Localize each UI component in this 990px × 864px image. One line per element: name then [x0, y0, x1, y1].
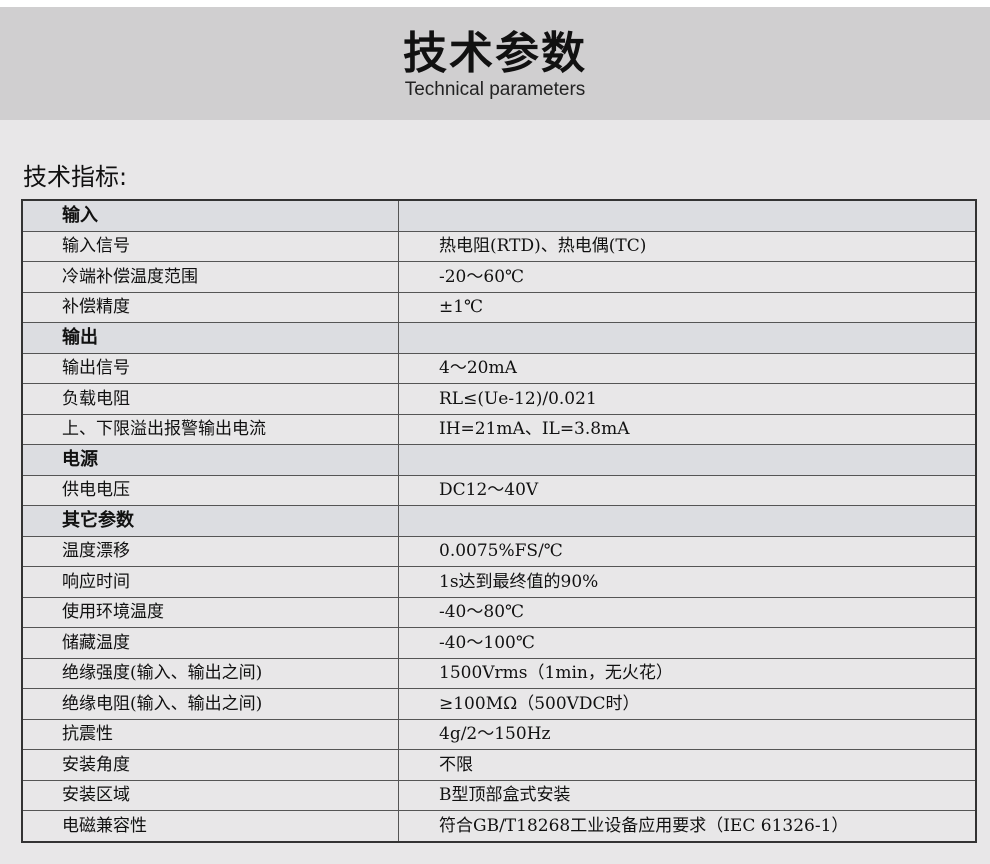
table-row: 补偿精度 ±1℃	[21, 291, 977, 323]
table-row: 响应时间 1s达到最终值的90%	[21, 566, 977, 598]
group-header-row: 输出	[21, 322, 977, 354]
group-header-row: 其它参数	[21, 505, 977, 537]
param-value	[398, 199, 977, 232]
table-row: 安装角度 不限	[21, 749, 977, 781]
table-row: 输入信号 热电阻(RTD)、热电偶(TC)	[21, 230, 977, 262]
param-value: 4～20mA	[398, 352, 977, 384]
param-value: IH=21mA、IL=3.8mA	[398, 413, 977, 445]
param-name: 储藏温度	[21, 627, 399, 659]
param-name: 安装区域	[21, 779, 399, 811]
header-banner: 技术参数 Technical parameters	[0, 7, 990, 120]
table-row: 输出信号 4～20mA	[21, 352, 977, 384]
table-row: 上、下限溢出报警输出电流 IH=21mA、IL=3.8mA	[21, 413, 977, 445]
top-strip	[0, 0, 990, 7]
param-value	[398, 444, 977, 476]
param-name: 输入	[21, 199, 399, 232]
param-name: 上、下限溢出报警输出电流	[21, 413, 399, 445]
param-value: -40～100℃	[398, 627, 977, 659]
param-name: 使用环境温度	[21, 596, 399, 628]
param-name: 输出信号	[21, 352, 399, 384]
param-name: 电源	[21, 444, 399, 476]
param-name: 抗震性	[21, 718, 399, 750]
param-name: 温度漂移	[21, 535, 399, 567]
param-name: 电磁兼容性	[21, 810, 399, 842]
table-row: 温度漂移 0.0075%FS/℃	[21, 535, 977, 567]
table-row: 绝缘强度(输入、输出之间) 1500Vrms（1min，无火花）	[21, 657, 977, 689]
param-name: 响应时间	[21, 566, 399, 598]
param-value: 1500Vrms（1min，无火花）	[398, 657, 977, 689]
group-header-row: 电源	[21, 444, 977, 476]
table-row: 绝缘电阻(输入、输出之间) ≥100MΩ（500VDC时）	[21, 688, 977, 720]
param-value: 0.0075%FS/℃	[398, 535, 977, 567]
param-value: ±1℃	[398, 291, 977, 323]
param-value: RL≤(Ue-12)/0.021	[398, 383, 977, 415]
param-name: 绝缘电阻(输入、输出之间)	[21, 688, 399, 720]
param-value: 1s达到最终值的90%	[398, 566, 977, 598]
table-row: 电磁兼容性 符合GB/T18268工业设备应用要求（IEC 61326-1）	[21, 810, 977, 842]
param-name: 负载电阻	[21, 383, 399, 415]
section-title: 技术指标:	[23, 163, 128, 191]
param-value: 4g/2～150Hz	[398, 718, 977, 750]
table-row: 供电电压 DC12～40V	[21, 474, 977, 506]
param-name: 输入信号	[21, 230, 399, 262]
group-header-row: 输入	[21, 199, 977, 232]
param-value: -20～60℃	[398, 261, 977, 293]
param-value: ≥100MΩ（500VDC时）	[398, 688, 977, 720]
table-row: 冷端补偿温度范围 -20～60℃	[21, 261, 977, 293]
param-value: 符合GB/T18268工业设备应用要求（IEC 61326-1）	[398, 810, 977, 842]
spec-table: 输入 输入信号 热电阻(RTD)、热电偶(TC) 冷端补偿温度范围 -20～60℃ 补偿精…	[21, 199, 977, 843]
param-value: 热电阻(RTD)、热电偶(TC)	[398, 230, 977, 262]
page-subtitle: Technical parameters	[404, 79, 586, 100]
param-value: DC12～40V	[398, 474, 977, 506]
page-title: 技术参数	[403, 28, 587, 79]
param-name: 供电电压	[21, 474, 399, 506]
param-value: -40～80℃	[398, 596, 977, 628]
param-name: 补偿精度	[21, 291, 399, 323]
param-name: 冷端补偿温度范围	[21, 261, 399, 293]
param-name: 输出	[21, 322, 399, 354]
table-row: 安装区域 B型顶部盒式安装	[21, 779, 977, 811]
table-row: 使用环境温度 -40～80℃	[21, 596, 977, 628]
param-value	[398, 322, 977, 354]
param-name: 安装角度	[21, 749, 399, 781]
table-row: 负载电阻 RL≤(Ue-12)/0.021	[21, 383, 977, 415]
table-row: 储藏温度 -40～100℃	[21, 627, 977, 659]
param-name: 其它参数	[21, 505, 399, 537]
param-value: 不限	[398, 749, 977, 781]
param-value: B型顶部盒式安装	[398, 779, 977, 811]
param-value	[398, 505, 977, 537]
param-name: 绝缘强度(输入、输出之间)	[21, 657, 399, 689]
table-row: 抗震性 4g/2～150Hz	[21, 718, 977, 750]
